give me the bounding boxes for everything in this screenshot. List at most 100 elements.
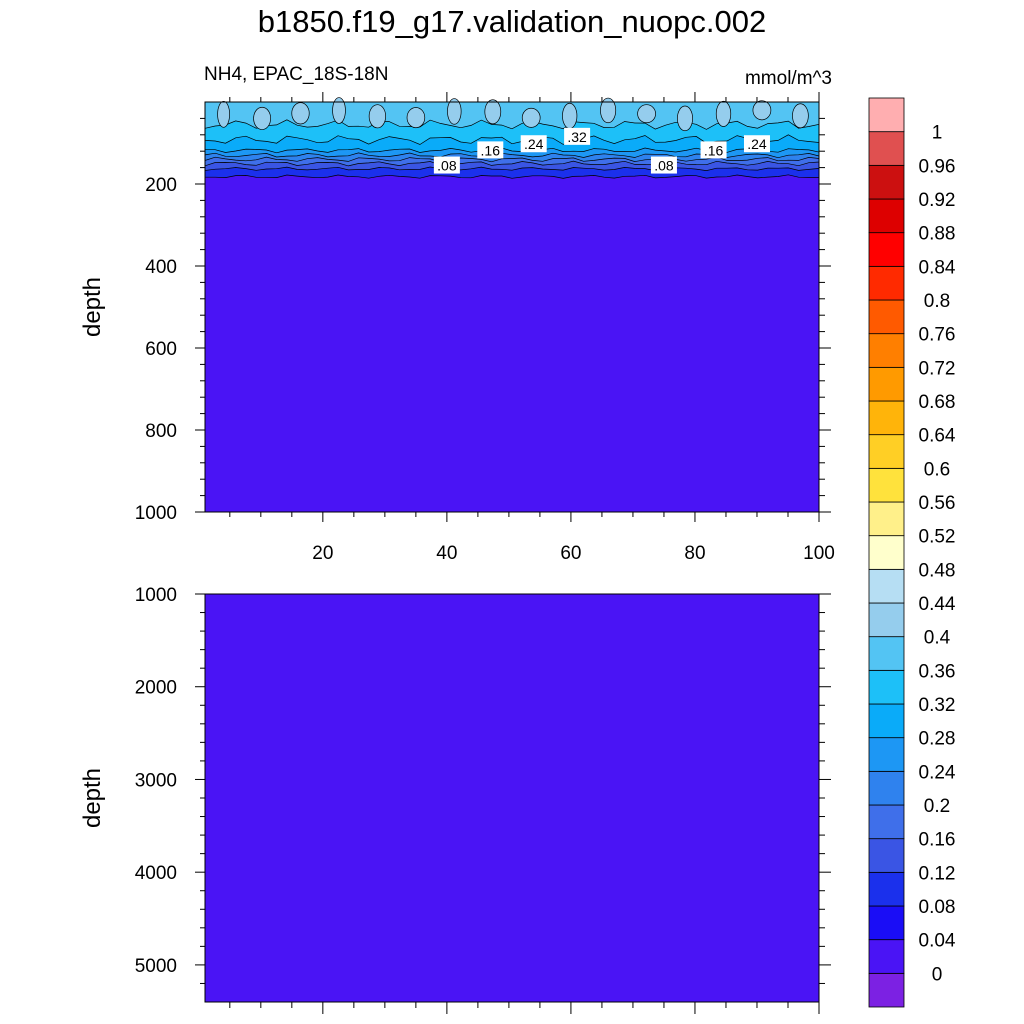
colorbar-label: 0.24 (919, 762, 956, 783)
y-tick-label: 200 (145, 175, 177, 196)
colorbar-swatch (868, 198, 905, 234)
contour-eddy (562, 102, 578, 129)
colorbar-swatch (868, 871, 905, 907)
contour-label-box (700, 141, 727, 159)
colorbar-swatch (868, 804, 905, 840)
colorbar-swatch (868, 703, 905, 739)
contour-label-box (477, 141, 504, 159)
y-tick-label: 1000 (135, 503, 177, 524)
x-tick-label: 20 (312, 543, 333, 564)
colorbar-swatch (868, 131, 905, 166)
colorbar-swatch (868, 770, 905, 806)
colorbar-swatch (868, 232, 905, 267)
contour-eddy (332, 97, 346, 124)
colorbar-label: 0.68 (919, 392, 956, 413)
contour-eddy (677, 105, 693, 132)
colorbar-swatch (868, 265, 905, 301)
contour-eddy (637, 104, 656, 124)
colorbar-label: 0.76 (919, 325, 956, 346)
contour-eddy (752, 100, 772, 121)
y-tick-label: 1000 (135, 585, 177, 606)
contour-label-box (743, 135, 770, 153)
contour-label: .08 (437, 158, 457, 174)
contour-eddy (253, 106, 271, 130)
contour-label: .08 (654, 158, 674, 174)
colorbar-label: 0.28 (919, 729, 956, 750)
figure-title: b1850.f19_g17.validation_nuopc.002 (257, 4, 767, 39)
contour-eddy (406, 107, 426, 129)
colorbar-swatch (868, 366, 905, 402)
x-tick-label: 80 (684, 543, 705, 564)
colorbar-label: 0.84 (919, 257, 956, 278)
colorbar-label: 0.16 (919, 830, 956, 851)
contour-eddy (368, 104, 387, 129)
contour-eddy (715, 100, 732, 127)
y-tick-label: 800 (145, 421, 177, 442)
y-tick-label: 2000 (135, 678, 177, 699)
colorbar-label: 0.92 (919, 190, 956, 211)
y-axis-label-upper: depth (79, 277, 106, 337)
colorbar-swatch (868, 164, 905, 200)
colorbar-label: 0 (932, 964, 943, 985)
colorbar-label: 0.44 (919, 594, 956, 615)
colorbar-swatch (868, 299, 905, 335)
colorbar-swatch (868, 905, 905, 941)
y-tick-label: 600 (145, 339, 177, 360)
y-axis-label-lower: depth (79, 768, 106, 828)
contour-label: .16 (481, 142, 501, 158)
colorbar-swatch (868, 333, 905, 368)
colorbar-label: 0.6 (924, 459, 950, 480)
upper-plot-frame (204, 101, 820, 513)
colorbar-label: 0.2 (924, 796, 950, 817)
colorbar-swatch (868, 568, 905, 604)
colorbar-label: 0.8 (924, 291, 950, 312)
contour-label-box (650, 156, 677, 174)
colorbar-label: 0.12 (919, 863, 956, 884)
x-tick-label: 40 (436, 543, 457, 564)
contour-eddy (447, 98, 462, 125)
colorbar-label: 0.36 (919, 661, 956, 682)
colorbar-label: 0.88 (919, 224, 956, 245)
subtitle-right: mmol/m^3 (744, 68, 832, 89)
colorbar-swatch (868, 467, 905, 503)
colorbar-label: 0.48 (919, 560, 956, 581)
contour-eddy (217, 100, 230, 128)
y-tick-label: 4000 (135, 863, 177, 884)
colorbar-label: 0.56 (919, 493, 956, 514)
x-tick-label: 60 (560, 543, 581, 564)
colorbar-swatch (868, 434, 905, 469)
y-tick-label: 5000 (135, 956, 177, 977)
y-tick-label: 3000 (135, 770, 177, 791)
contour-eddy (521, 107, 541, 128)
colorbar-swatch (868, 501, 905, 537)
contour-label: .24 (524, 136, 544, 152)
contour-label: .32 (567, 129, 587, 145)
contour-label-box (433, 156, 460, 174)
colorbar-label: 1 (932, 123, 943, 144)
contour-eddy (291, 102, 310, 125)
colorbar-swatch (868, 972, 905, 1008)
colorbar-label: 0.64 (919, 426, 956, 447)
colorbar-label: 0.96 (919, 156, 956, 177)
colorbar-swatch (868, 97, 905, 133)
contour-label: .24 (747, 136, 767, 152)
colorbar-label: 0.04 (919, 931, 956, 952)
colorbar-label: 0.4 (924, 628, 951, 649)
subtitle-left: NH4, EPAC_18S-18N (204, 64, 389, 85)
contour-eddy (484, 99, 502, 125)
contour-label: .16 (704, 142, 724, 158)
colorbar-swatch (868, 669, 905, 705)
colorbar-swatch (868, 636, 905, 671)
contour-label-box (564, 127, 591, 145)
colorbar-swatch (868, 535, 905, 570)
colorbar-label: 0.52 (919, 527, 956, 548)
contour-band (204, 101, 820, 130)
colorbar-swatch (868, 400, 905, 436)
contour-eddy (600, 97, 617, 124)
contour-eddy (792, 103, 809, 129)
colorbar-label: 0.08 (919, 897, 956, 918)
colorbar-label: 0.72 (919, 358, 956, 379)
colorbar-swatch (868, 737, 905, 772)
